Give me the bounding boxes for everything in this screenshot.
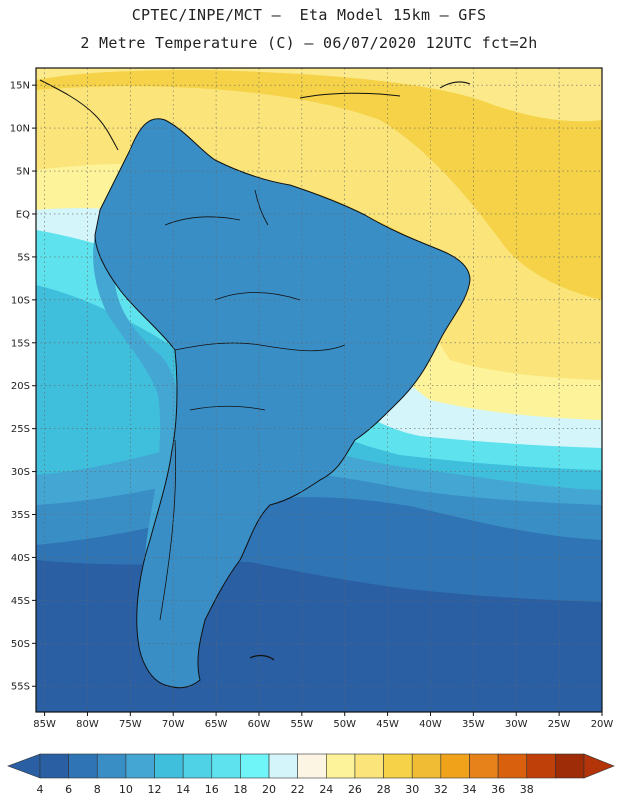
colorbar-box <box>125 753 155 779</box>
colorbar-box <box>297 753 327 779</box>
lon-label: 45W <box>376 719 399 730</box>
colorbar-box <box>555 753 585 779</box>
lon-label: 20W <box>591 719 614 730</box>
ocean-band-caribbean <box>36 68 602 122</box>
colorbar-tick-label: 4 <box>37 783 44 796</box>
colorbar-tick-label: 8 <box>94 783 101 796</box>
country-border <box>214 292 301 301</box>
lon-label: 70W <box>162 719 185 730</box>
lon-label: 85W <box>33 719 56 730</box>
lat-label: 25S <box>11 424 30 435</box>
caribbean-islands <box>299 92 401 99</box>
lat-label: 5S <box>17 252 30 263</box>
lon-label: 30W <box>505 719 528 730</box>
country-border <box>174 342 346 352</box>
map-subtitle: 2 Metre Temperature (C) – 06/07/2020 12U… <box>80 34 538 52</box>
lat-label: EQ <box>16 209 30 220</box>
falkland-islands <box>249 654 275 661</box>
map-title: CPTEC/INPE/MCT – Eta Model 15km – GFS <box>131 6 487 24</box>
colorbar-tick-label: 34 <box>462 783 476 796</box>
lat-label: 50S <box>11 639 30 650</box>
colorbar-tick-label: 36 <box>491 783 505 796</box>
lon-label: 50W <box>333 719 356 730</box>
colorbar-box <box>240 753 270 779</box>
colorbar-box <box>354 753 384 779</box>
country-border <box>159 439 177 621</box>
longitude-labels: 85W 80W 75W 70W 65W 60W 55W 50W 45W 40W 35W 30W 25W 2… <box>33 712 613 730</box>
colorbar-box <box>268 753 298 779</box>
temperature-field <box>36 68 602 712</box>
colorbar-boxes <box>7 753 615 779</box>
lat-label: 10N <box>10 124 30 135</box>
colorbar-tick-label: 12 <box>148 783 162 796</box>
colorbar-box <box>411 753 442 779</box>
lat-label: 35S <box>11 510 30 521</box>
lon-label: 55W <box>291 719 314 730</box>
colorbar-over-arrow <box>583 753 615 779</box>
colorbar-box <box>469 753 499 779</box>
lat-label: 10S <box>11 295 30 306</box>
colorbar-box <box>526 753 556 779</box>
lat-label: 40S <box>11 553 30 564</box>
colorbar-tick-label: 10 <box>119 783 133 796</box>
country-border <box>164 216 241 226</box>
colorbar-under-arrow <box>7 753 41 779</box>
colorbar-tick-label: 28 <box>377 783 391 796</box>
colorbar-tick-label: 32 <box>434 783 448 796</box>
colorbar-box <box>326 753 356 779</box>
colorbar-tick-label: 24 <box>319 783 333 796</box>
colorbar-tick-label: 16 <box>205 783 219 796</box>
lon-label: 75W <box>119 719 142 730</box>
ocean-band-28 <box>36 68 602 300</box>
colorbar-box <box>68 753 98 779</box>
lon-label: 60W <box>248 719 271 730</box>
colorbar-tick-label: 30 <box>405 783 419 796</box>
colorbar-tick-label: 38 <box>520 783 534 796</box>
lon-label: 25W <box>548 719 571 730</box>
colorbar-box <box>154 753 184 779</box>
colorbar-tick-label: 18 <box>233 783 247 796</box>
colorbar-box <box>39 753 69 779</box>
lat-label: 30S <box>11 467 30 478</box>
colorbar-box <box>211 753 241 779</box>
lat-label: 5N <box>16 167 30 178</box>
map-frame <box>35 67 603 713</box>
colorbar-box <box>383 753 413 779</box>
colorbar-box <box>182 753 213 779</box>
colorbar-tick-label: 6 <box>65 783 72 796</box>
colorbar-tick-label: 14 <box>176 783 190 796</box>
lesser-antilles <box>439 81 471 89</box>
lat-label: 15N <box>10 81 30 92</box>
colorbar-box <box>440 753 470 779</box>
colorbar-tick-label: 22 <box>291 783 305 796</box>
colorbar-tick-labels: 4 6 8 10 12 14 16 18 20 22 24 26 28 30 32 34 36 38 <box>37 783 534 796</box>
lat-label: 20S <box>11 381 30 392</box>
lon-label: 65W <box>205 719 228 730</box>
lat-label: 45S <box>11 596 30 607</box>
lat-label: 55S <box>11 682 30 693</box>
central-america-coast <box>39 79 119 151</box>
country-border <box>189 405 266 411</box>
lat-label: 15S <box>11 338 30 349</box>
lon-label: 80W <box>76 719 99 730</box>
lon-label: 40W <box>419 719 442 730</box>
lat-lon-gridlines <box>36 68 602 712</box>
colorbar-box <box>96 753 127 779</box>
lon-label: 35W <box>462 719 485 730</box>
country-border <box>254 189 269 226</box>
colorbar-box <box>497 753 528 779</box>
colorbar-tick-label: 26 <box>348 783 362 796</box>
colorbar: 4 6 8 10 12 14 16 18 20 22 24 26 28 30 32 34 36 38 <box>7 753 615 796</box>
colorbar-tick-label: 20 <box>262 783 276 796</box>
latitude-labels: 15N 10N 5N EQ 5S 10S 15S 20S 25S 30S 35S 40S 45S 50S 5… <box>10 81 36 693</box>
temperature-map: 15N 10N 5N EQ 5S 10S 15S 20S 25S 30S 35S 40S 45S 50S 5… <box>10 67 613 730</box>
